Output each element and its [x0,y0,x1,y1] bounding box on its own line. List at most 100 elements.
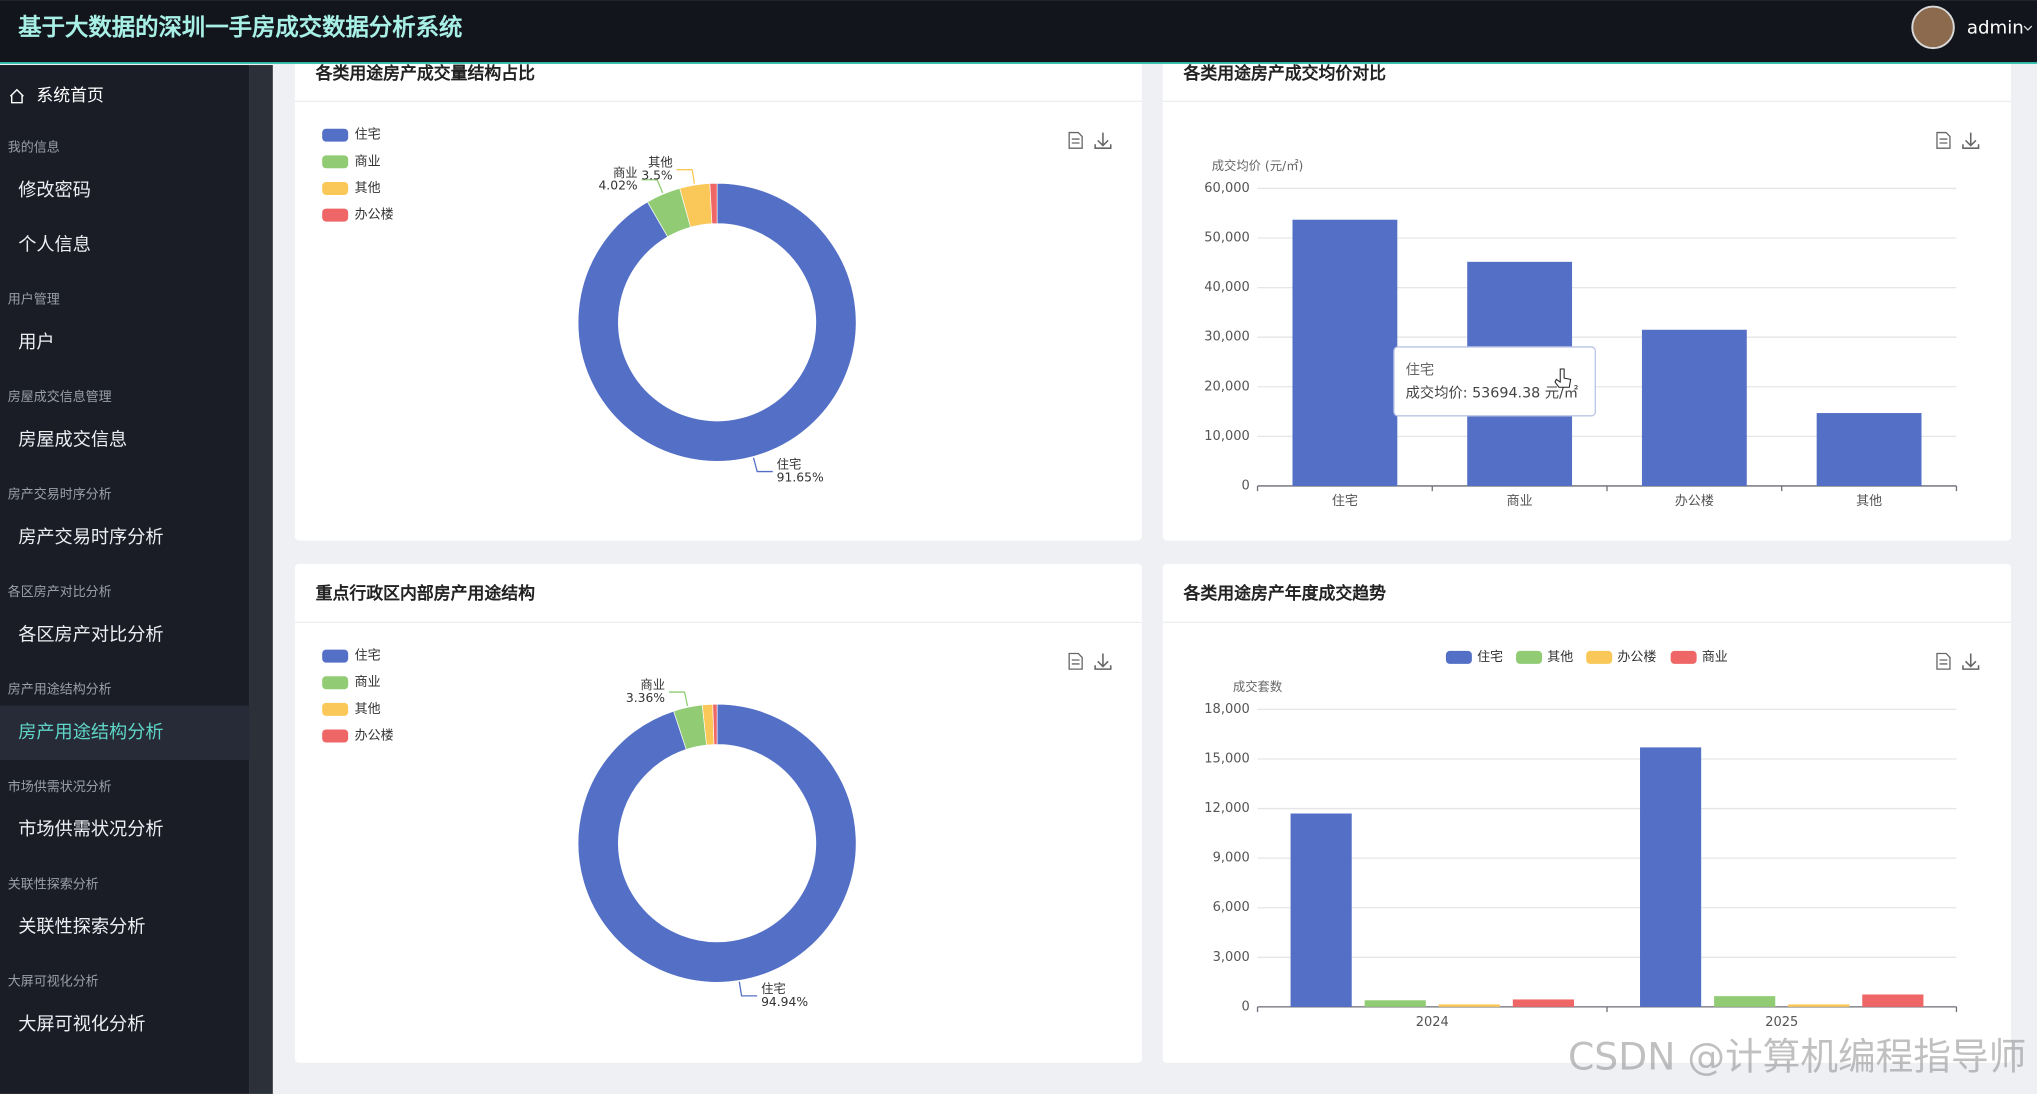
sidebar-home[interactable]: 系统首页 [36,85,104,105]
user-name[interactable]: admin [1967,18,2024,39]
bar[interactable] [1640,747,1702,1007]
slice-percent: 4.02% [598,179,637,193]
bar[interactable] [1364,1000,1426,1007]
label-leader [676,169,696,184]
y-tick-label: 0 [1241,999,1249,1014]
legend-label[interactable]: 商业 [1702,650,1728,665]
user-menu-chevron[interactable] [2023,25,2033,31]
sidebar-item[interactable]: 各区房产对比分析 [18,624,163,645]
data-view-icon[interactable] [1936,131,1951,149]
panel-title: 各类用途房产年度成交趋势 [1182,583,1386,603]
legend-swatch [322,155,349,169]
y-tick-label: 10,000 [1204,429,1249,444]
y-tick-label: 15,000 [1204,751,1249,766]
sidebar-item[interactable]: 房屋成交信息 [18,429,127,450]
save-image-icon[interactable] [1962,132,1980,149]
y-tick-label: 3,000 [1213,950,1250,965]
bar[interactable] [1788,1004,1850,1007]
bar[interactable] [1714,996,1776,1007]
legend-label[interactable]: 其他 [1547,650,1573,665]
sidebar-active-bg [0,705,250,761]
slice-name: 其他 [648,156,673,170]
bar[interactable] [1438,1004,1500,1007]
y-tick-label: 50,000 [1204,231,1249,246]
sidebar-group-title: 各区房产对比分析 [8,584,112,600]
pie-slice [577,182,857,462]
legend-swatch [322,128,349,142]
sidebar [0,65,250,1094]
bar[interactable] [1292,219,1398,486]
tooltip [1393,346,1596,417]
legend-label[interactable]: 住宅 [355,649,381,664]
legend-label[interactable]: 住宅 [1477,650,1503,665]
app-title: 基于大数据的深圳一手房成交数据分析系统 [18,13,462,41]
y-tick-label: 12,000 [1204,801,1249,816]
legend-swatch [322,676,349,690]
legend-swatch [322,649,349,663]
x-tick-label: 商业 [1507,494,1533,509]
sidebar-group-title: 大屏可视化分析 [8,975,99,990]
sidebar-item[interactable]: 房产用途结构分析 [18,722,163,743]
label-leader [752,457,773,473]
sidebar-group-title: 我的信息 [8,140,60,156]
sidebar-edge [249,65,273,1094]
legend-label[interactable]: 住宅 [355,128,381,143]
pie-slice [709,182,718,224]
legend-swatch [322,208,349,222]
slice-name: 商业 [613,165,638,180]
legend-label[interactable]: 其他 [355,702,381,717]
sidebar-item[interactable]: 个人信息 [18,235,91,256]
tooltip-label: 成交均价: 53694.38 元/㎡ [1406,384,1579,402]
y-axis-name: 成交套数 [1233,679,1282,694]
sidebar-item[interactable]: 关联性探索分析 [18,917,145,938]
bar[interactable] [1290,813,1352,1007]
legend-label[interactable]: 办公楼 [355,729,394,744]
panel-title: 各类用途房产成交均价对比 [1182,63,1386,83]
bar[interactable] [1512,999,1574,1007]
legend-swatch [322,702,349,716]
sidebar-item[interactable]: 大屏可视化分析 [18,1014,145,1035]
y-tick-label: 9,000 [1213,851,1250,866]
slice-percent: 3.5% [641,169,673,183]
x-tick-label: 住宅 [1332,494,1358,509]
y-tick-label: 40,000 [1204,280,1249,295]
slice-name: 住宅 [777,457,802,472]
tooltip-title: 住宅 [1406,361,1435,378]
save-image-icon[interactable] [1962,653,1980,670]
legend-swatch [1445,650,1472,664]
pie-slice [712,703,718,745]
bar[interactable] [1816,413,1922,486]
sidebar-group-title: 房屋成交信息管理 [8,389,112,405]
x-tick-label: 其他 [1856,494,1882,509]
legend-label[interactable]: 商业 [355,154,381,169]
panel-title: 各类用途房产成交量结构占比 [315,63,536,83]
legend-swatch [1670,650,1697,664]
save-image-icon[interactable] [1094,132,1112,149]
legend-label[interactable]: 其他 [355,181,381,196]
sidebar-group-title: 房产用途结构分析 [8,681,112,697]
y-tick-label: 60,000 [1204,181,1249,196]
data-view-icon[interactable] [1068,652,1083,670]
sidebar-item[interactable]: 修改密码 [18,180,91,201]
legend-swatch [1516,650,1543,664]
save-image-icon[interactable] [1094,653,1112,670]
header [0,0,2037,63]
legend-label[interactable]: 商业 [355,675,381,690]
avatar[interactable] [1911,5,1955,50]
legend-label[interactable]: 办公楼 [1617,650,1656,665]
slice-name: 商业 [640,677,665,692]
legend-swatch [1586,650,1613,664]
data-view-icon[interactable] [1936,652,1951,670]
sidebar-item[interactable]: 房产交易时序分析 [18,527,163,548]
legend-label[interactable]: 办公楼 [355,208,394,223]
data-view-icon[interactable] [1068,131,1083,149]
sidebar-item[interactable]: 市场供需状况分析 [18,819,163,840]
slice-name: 住宅 [761,981,786,996]
bar[interactable] [1862,994,1924,1007]
sidebar-item[interactable]: 用户 [18,332,54,353]
legend-swatch [322,729,349,743]
bar[interactable] [1641,329,1747,486]
sidebar-group-title: 用户管理 [8,292,60,308]
